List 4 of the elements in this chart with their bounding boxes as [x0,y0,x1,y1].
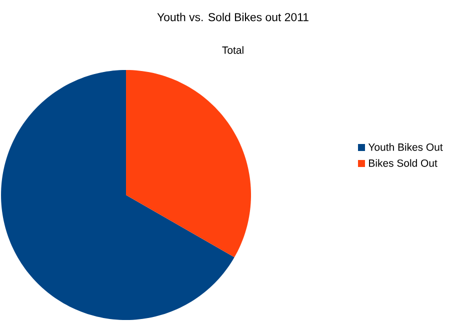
legend-label: Bikes Sold Out [369,159,438,167]
chart-subtitle: Total [222,46,244,54]
legend-label: Youth Bikes Out [368,143,443,151]
chart-title: Youth vs. Sold Bikes out 2011 [157,12,308,22]
